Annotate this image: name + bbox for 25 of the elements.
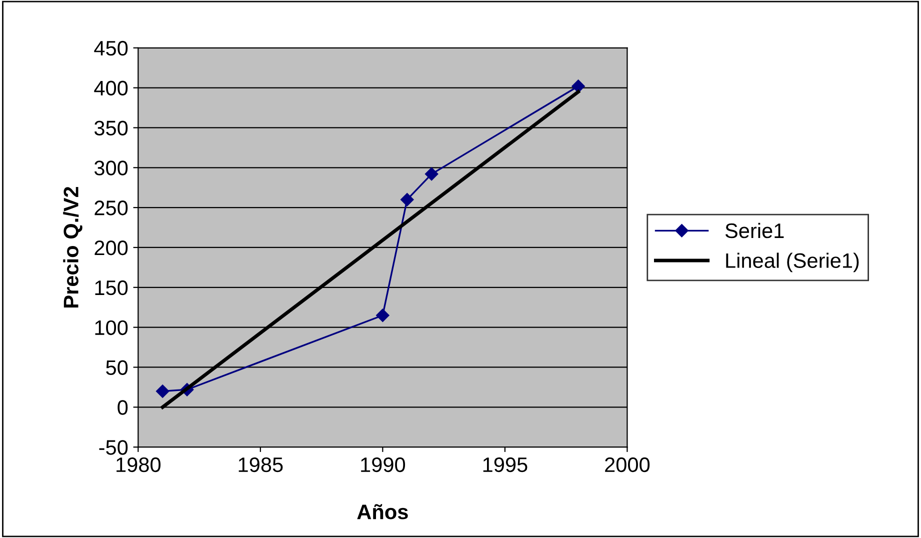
y-tick-label: 0 [118,400,128,415]
y-tick-label: 300 [94,160,128,176]
y-tick-label: 50 [106,360,128,375]
y-tick-label: -50 [99,440,128,455]
point [376,308,390,322]
y-tick-label: 250 [94,200,128,216]
point [156,384,170,398]
point [400,192,414,206]
x-tick-label: 2000 [605,457,650,472]
y-tick-label: 350 [94,120,128,136]
y-axis-title: Precio Q./V2 [63,186,82,308]
y-tick-label: 150 [95,280,128,296]
point [572,80,585,93]
y-tick-label: 200 [94,240,128,256]
y-tick-label: 400 [94,80,128,96]
x-axis-title: Años [357,504,408,520]
x-tick-label: 1990 [361,457,406,472]
point [424,167,438,181]
legend-label: Serie1 [725,222,784,238]
x-tick-label: 1980 [116,457,161,472]
x-tick-label: 1995 [483,457,528,472]
y-tick-label: 100 [95,320,128,336]
legend-label: Lineal (Serie1) [726,252,859,272]
y-tick-label: 450 [94,40,128,56]
x-tick-label: 1985 [238,457,283,472]
